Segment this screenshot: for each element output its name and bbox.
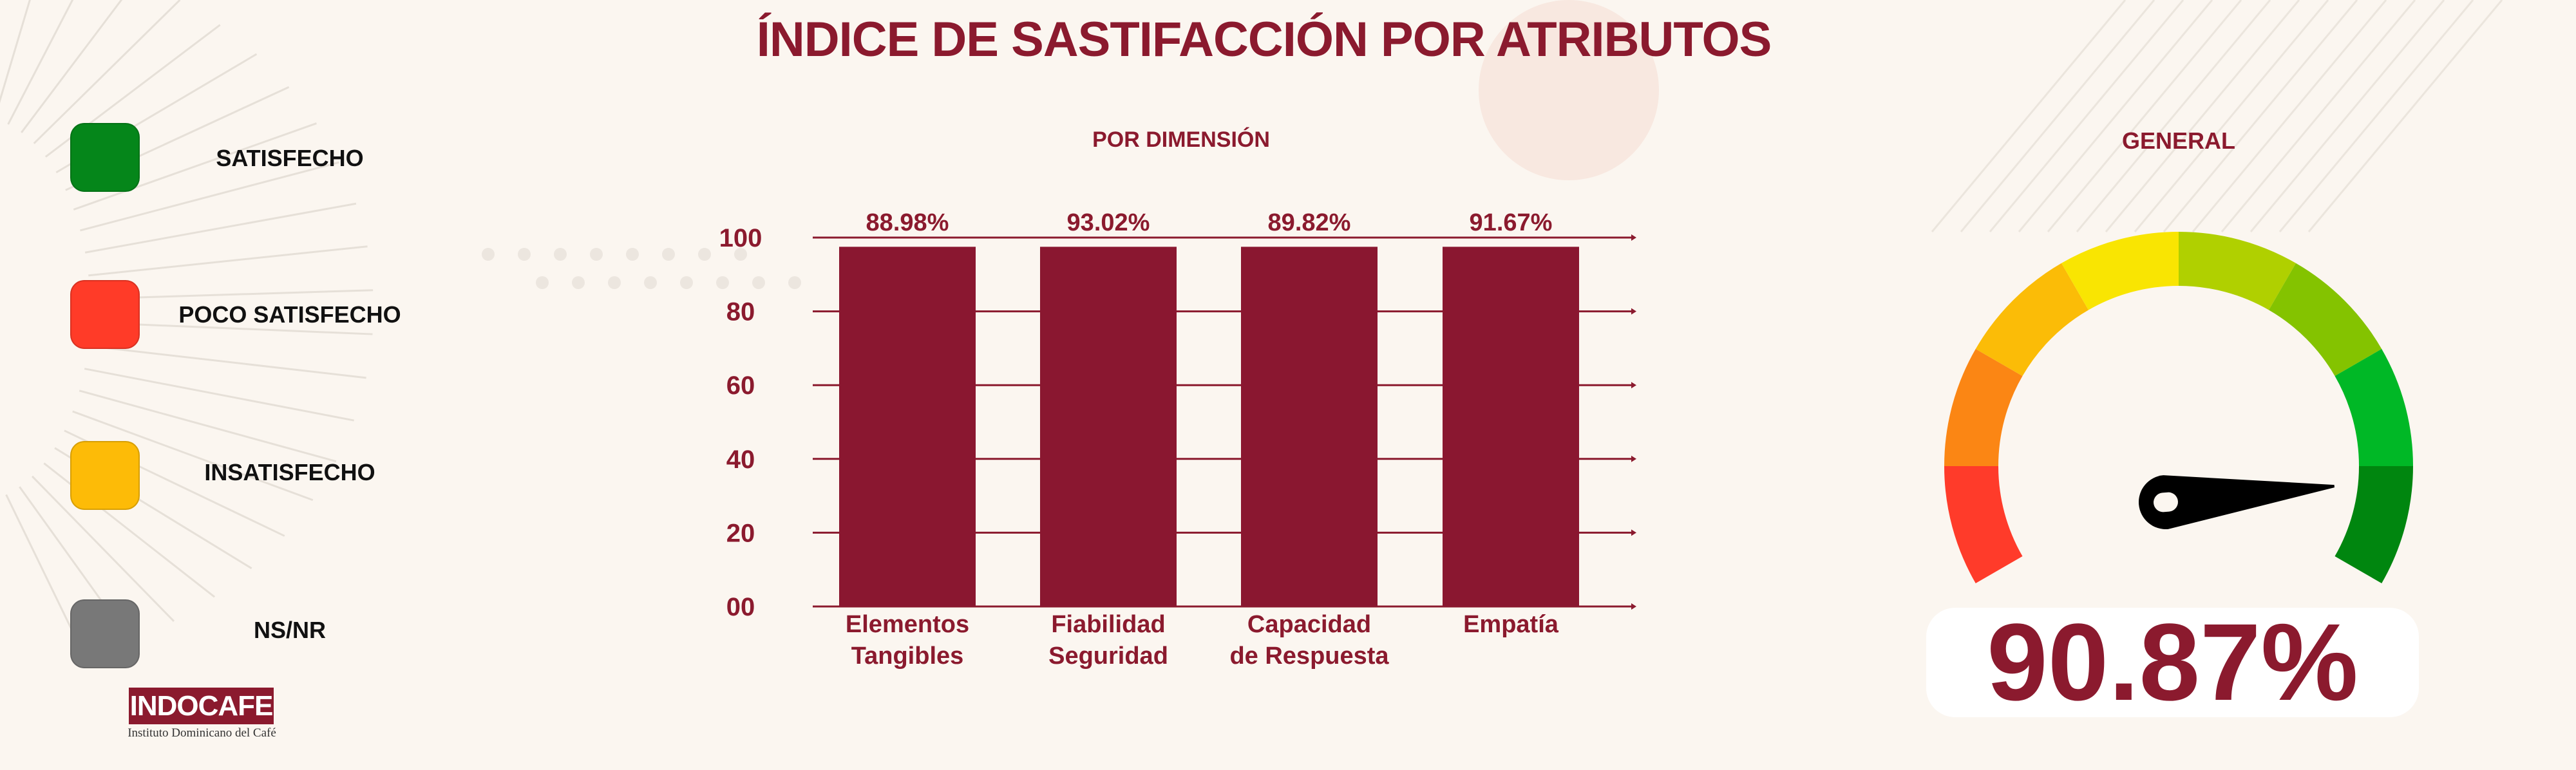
y-tick-label: 80	[726, 298, 755, 326]
gauge-needle	[2139, 475, 2334, 529]
bar-value-label: 93.02%	[1067, 209, 1150, 236]
bar-chart-title: POR DIMENSIÓN	[1092, 127, 1270, 152]
legend-swatch-satisfecho	[70, 123, 140, 192]
gauge-segment	[2061, 232, 2179, 310]
bar	[1040, 247, 1177, 606]
category-label: Seguridad	[1048, 643, 1168, 670]
gauge-segment	[2334, 466, 2413, 583]
gridline-arrow	[1631, 603, 1636, 610]
legend-label-poco-satisfecho: POCO SATISFECHO	[178, 301, 401, 328]
bar-value-label: 91.67%	[1470, 209, 1553, 236]
gridline-arrow	[1631, 308, 1636, 315]
gridline-arrow	[1631, 455, 1636, 462]
y-tick-label: 20	[726, 519, 755, 547]
bar	[839, 247, 976, 606]
legend-swatch-poco-satisfecho	[70, 280, 140, 349]
gauge-segment	[2334, 349, 2413, 466]
bar	[1241, 247, 1378, 606]
y-tick-label: 40	[726, 446, 755, 474]
indocafe-logo: INDOCAFE	[129, 688, 274, 724]
y-tick-label: 100	[719, 224, 762, 252]
general-value: 90.87%	[1926, 608, 2419, 717]
category-label: Fiabilidad	[1051, 611, 1165, 638]
legend-swatch-ns-nr	[70, 599, 140, 668]
y-tick-label: 00	[726, 593, 755, 621]
gauge-segment	[1975, 263, 2088, 376]
legend-label-satisfecho: SATISFECHO	[216, 145, 364, 171]
decorative-circle	[1479, 0, 1659, 180]
gridline-arrow	[1631, 382, 1636, 389]
bar-value-label: 88.98%	[866, 209, 949, 236]
legend-label-insatisfecho: INSATISFECHO	[204, 459, 375, 485]
gauge-segment	[2179, 232, 2296, 310]
bar	[1443, 247, 1579, 606]
gauge-segment	[2269, 263, 2382, 376]
gauge-title: GENERAL	[2121, 127, 2235, 154]
legend-swatch-insatisfecho	[70, 441, 140, 510]
gauge-segment	[1944, 466, 2023, 583]
category-label: Empatía	[1463, 611, 1559, 638]
category-label: Tangibles	[851, 643, 964, 670]
bar-value-label: 89.82%	[1268, 209, 1351, 236]
legend-label-ns-nr: NS/NR	[253, 617, 326, 643]
category-label: de Respuesta	[1229, 643, 1389, 670]
gauge-segment	[1944, 349, 2023, 466]
category-label: Elementos	[846, 611, 969, 638]
gridline-arrow	[1631, 529, 1636, 536]
gridline-arrow	[1631, 234, 1636, 241]
logo-subtitle: Instituto Dominicano del Café	[128, 726, 276, 740]
category-label: Capacidad	[1247, 611, 1371, 638]
y-tick-label: 60	[726, 371, 755, 400]
page-title: ÍNDICE DE SASTIFACCIÓN POR ATRIBUTOS	[756, 12, 1772, 67]
